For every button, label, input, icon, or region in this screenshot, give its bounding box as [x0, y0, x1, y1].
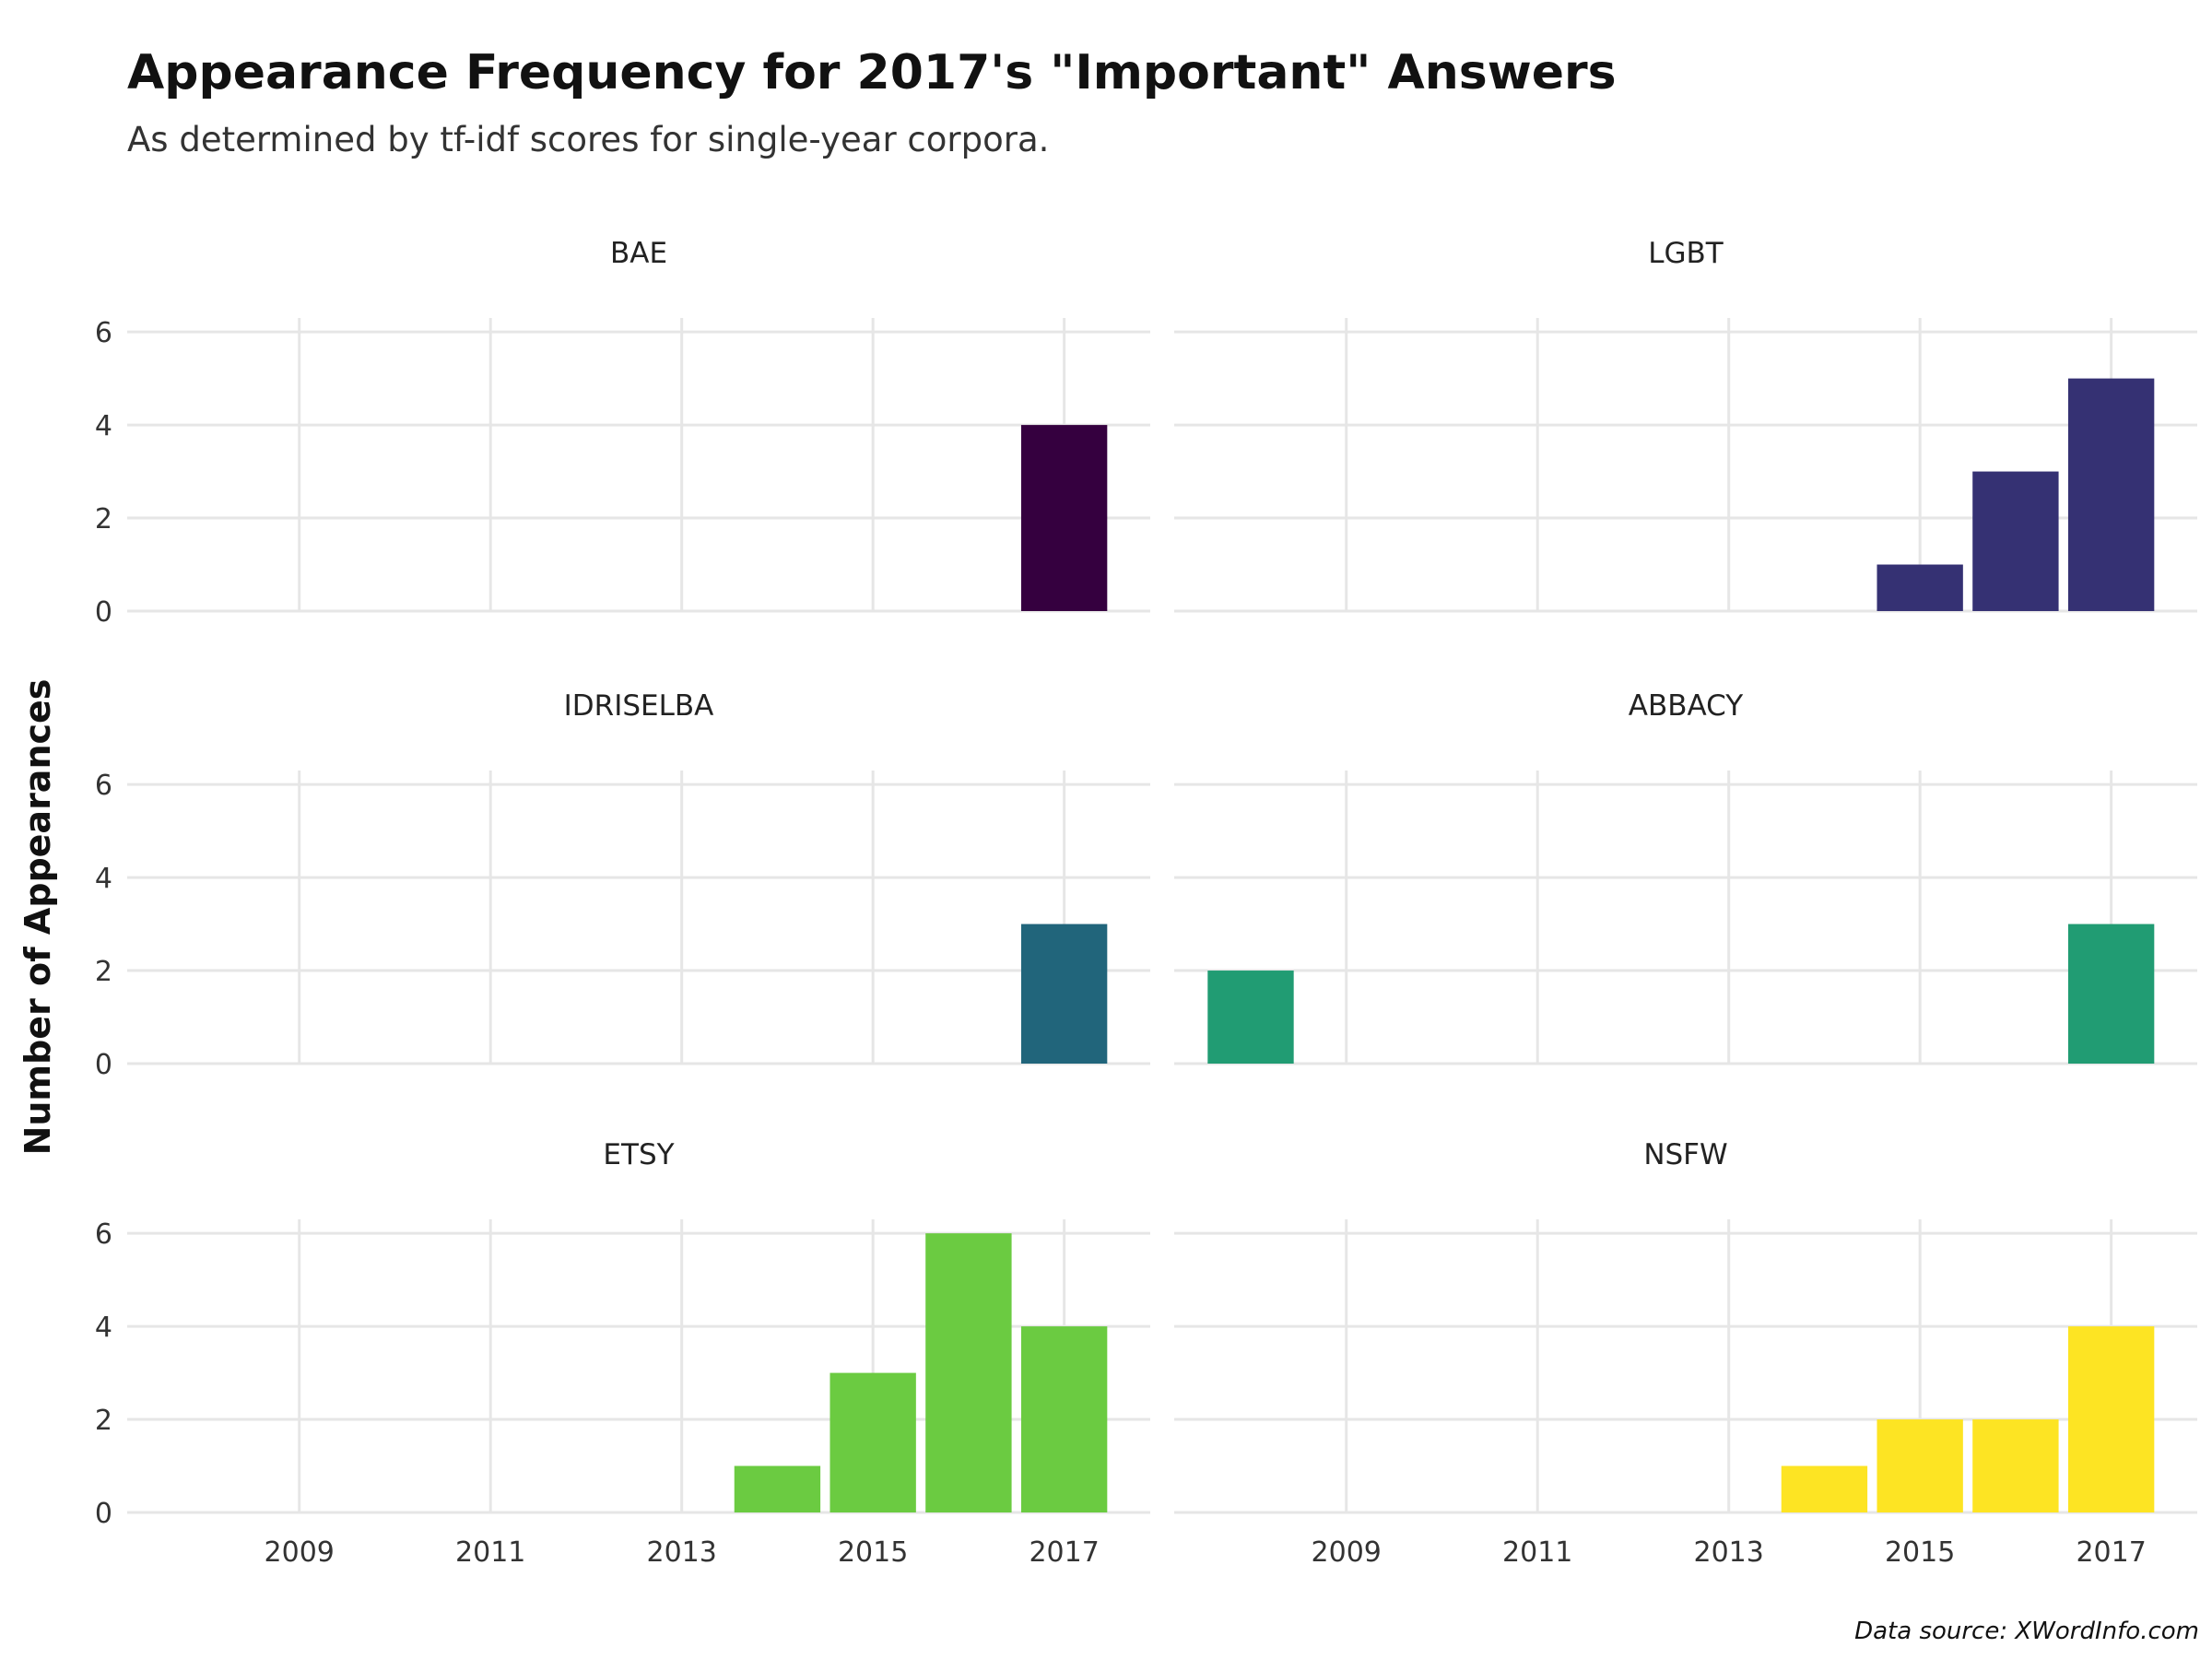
x-tick-label: 2009 [1312, 1536, 1382, 1569]
bar [830, 1372, 916, 1512]
bar [925, 1233, 1012, 1512]
y-tick-label: 2 [95, 1405, 112, 1437]
facet-panel: LGBT [1174, 237, 2197, 613]
x-tick-label: 2011 [455, 1536, 525, 1569]
y-tick-label: 4 [95, 1312, 112, 1344]
bar [1020, 425, 1108, 611]
y-tick-label: 6 [95, 317, 112, 349]
y-tick-label: 4 [95, 863, 112, 895]
x-tick-label: 2017 [1029, 1536, 1099, 1569]
y-axis-label: Number of Appearances [18, 679, 58, 1156]
bar [2067, 1326, 2155, 1512]
bar [1877, 564, 1963, 611]
y-tick-label: 2 [95, 956, 112, 988]
y-tick-label: 6 [95, 1218, 112, 1251]
chart-subtitle: As determined by tf-idf scores for singl… [127, 120, 1049, 159]
x-tick-label: 2015 [1885, 1536, 1955, 1569]
facet-strip-label: LGBT [1648, 237, 1724, 270]
bar [1877, 1419, 1963, 1512]
x-tick-label: 2017 [2076, 1536, 2146, 1569]
facet-panel: ETSY 0 2 4 6 2009 2011 2013 2015 2017 [95, 1138, 1150, 1569]
data-source-caption: Data source: XWordInfo.com [1854, 1618, 2199, 1645]
y-tick-label: 0 [95, 1049, 112, 1081]
bar [1020, 924, 1108, 1064]
chart-title: Appearance Frequency for 2017's "Importa… [127, 45, 1617, 100]
facet-panels: BAE 0 2 4 6 LGBT IDRISELBA 0 2 4 6 ABBACY ETSY 0 2 4 6 20… [95, 237, 2197, 1569]
bar [1207, 971, 1294, 1064]
facet-panel: ABBACY [1174, 689, 2197, 1065]
x-tick-label: 2013 [1694, 1536, 1764, 1569]
facet-strip-label: ABBACY [1629, 689, 1744, 723]
bar [2067, 924, 2155, 1064]
facet-strip-label: ETSY [603, 1138, 674, 1171]
facet-panel: IDRISELBA 0 2 4 6 [95, 689, 1150, 1081]
bar [1020, 1326, 1108, 1512]
bar [1781, 1465, 1868, 1512]
x-tick-label: 2013 [647, 1536, 717, 1569]
x-tick-label: 2009 [265, 1536, 335, 1569]
bar [2067, 378, 2155, 611]
facet-strip-label: IDRISELBA [564, 689, 714, 723]
facet-strip-label: BAE [610, 237, 667, 270]
bar [734, 1465, 821, 1512]
bar [1972, 471, 2059, 611]
y-tick-label: 6 [95, 770, 112, 802]
y-tick-label: 2 [95, 503, 112, 535]
x-tick-label: 2011 [1502, 1536, 1572, 1569]
facet-panel: NSFW 2009 2011 2013 2015 2017 [1174, 1138, 2197, 1569]
y-tick-label: 0 [95, 596, 112, 629]
facet-panel: BAE 0 2 4 6 [95, 237, 1150, 629]
y-tick-label: 4 [95, 410, 112, 442]
bar [1972, 1419, 2059, 1512]
y-tick-label: 0 [95, 1498, 112, 1530]
x-tick-label: 2015 [838, 1536, 908, 1569]
facet-strip-label: NSFW [1643, 1138, 1727, 1171]
